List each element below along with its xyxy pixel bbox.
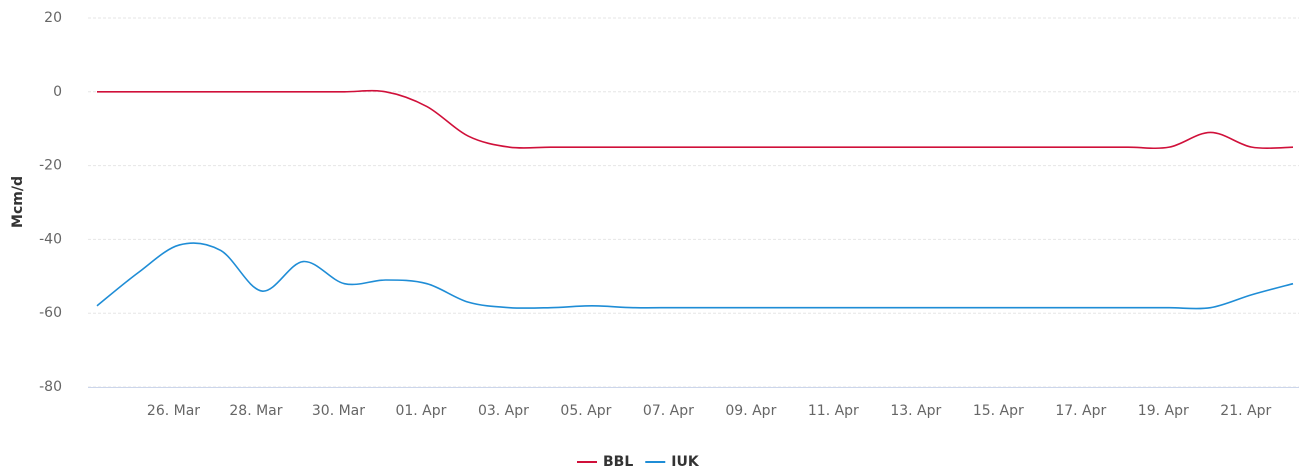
x-tick-label: 13. Apr (890, 403, 941, 419)
x-tick-label: 09. Apr (725, 403, 776, 419)
y-axis-title: Mcm/d (10, 176, 26, 228)
x-tick-label: 30. Mar (312, 403, 365, 419)
x-tick-label: 03. Apr (478, 403, 529, 419)
x-tick-label: 15. Apr (973, 403, 1024, 419)
y-tick-label: -20 (39, 158, 62, 174)
y-tick-label: 0 (53, 84, 62, 100)
y-tick-label: -80 (39, 379, 62, 395)
x-tick-label: 07. Apr (643, 403, 694, 419)
y-tick-label: 20 (44, 10, 62, 26)
x-tick-label: 19. Apr (1138, 403, 1189, 419)
x-tick-label: 05. Apr (560, 403, 611, 419)
x-tick-label: 28. Mar (229, 403, 282, 419)
x-tick-label: 11. Apr (808, 403, 859, 419)
line-series (96, 242, 1294, 310)
x-tick-label: 26. Mar (147, 403, 200, 419)
y-tick-label: -40 (39, 231, 62, 247)
x-tick-label: 01. Apr (395, 403, 446, 419)
legend-label: BBL (603, 454, 633, 470)
line-series (97, 89, 1294, 150)
legend-label: IUK (671, 454, 700, 470)
x-tick-label: 21. Apr (1220, 403, 1271, 419)
x-tick-label: 17. Apr (1055, 403, 1106, 419)
y-tick-label: -60 (39, 305, 62, 321)
